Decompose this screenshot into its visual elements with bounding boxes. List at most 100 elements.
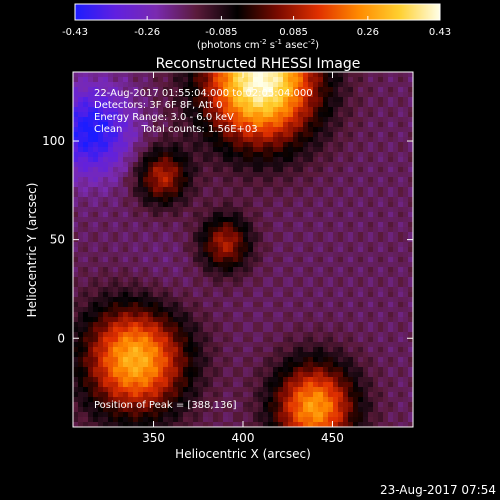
heatmap-cell <box>323 262 329 268</box>
heatmap-cell <box>248 132 254 138</box>
heatmap-cell <box>208 422 214 428</box>
heatmap-cell <box>308 137 314 143</box>
heatmap-cell <box>313 267 319 273</box>
heatmap-cell <box>278 307 284 313</box>
heatmap-cell <box>258 192 264 198</box>
heatmap-cell <box>118 377 124 383</box>
heatmap-cell <box>133 297 139 303</box>
heatmap-cell <box>253 87 259 93</box>
heatmap-cell <box>118 277 124 283</box>
heatmap-cell <box>158 77 164 83</box>
heatmap-cell <box>128 422 134 428</box>
heatmap-cell <box>113 347 119 353</box>
heatmap-cell <box>243 252 249 258</box>
heatmap-cell <box>153 412 159 418</box>
heatmap-cell <box>248 217 254 223</box>
heatmap-cell <box>178 142 184 148</box>
heatmap-cell <box>88 352 94 358</box>
heatmap-cell <box>73 417 79 423</box>
heatmap-cell <box>368 182 374 188</box>
heatmap-cell <box>378 367 384 373</box>
heatmap-cell <box>268 292 274 298</box>
heatmap-cell <box>308 257 314 263</box>
heatmap-cell <box>193 247 199 253</box>
heatmap-cell <box>238 152 244 158</box>
heatmap-cell <box>268 107 274 113</box>
heatmap-cell <box>318 282 324 288</box>
heatmap-cell <box>223 172 229 178</box>
heatmap-cell <box>273 172 279 178</box>
heatmap-cell <box>278 222 284 228</box>
heatmap-cell <box>328 102 334 108</box>
heatmap-cell <box>98 422 104 428</box>
heatmap-cell <box>103 232 109 238</box>
heatmap-cell <box>373 372 379 378</box>
heatmap-cell <box>243 377 249 383</box>
heatmap-cell <box>93 202 99 208</box>
heatmap-cell <box>378 207 384 213</box>
heatmap-cell <box>173 222 179 228</box>
heatmap-cell <box>393 322 399 328</box>
heatmap-cell <box>368 412 374 418</box>
heatmap-cell <box>88 297 94 303</box>
heatmap-cell <box>73 382 79 388</box>
heatmap-cell <box>83 307 89 313</box>
heatmap-cell <box>298 167 304 173</box>
heatmap-cell <box>228 267 234 273</box>
heatmap-cell <box>258 207 264 213</box>
heatmap-cell <box>188 112 194 118</box>
heatmap-cell <box>403 267 409 273</box>
heatmap-cell <box>218 347 224 353</box>
heatmap-cell <box>213 227 219 233</box>
heatmap-cell <box>153 197 159 203</box>
heatmap-cell <box>118 207 124 213</box>
heatmap-cell <box>173 317 179 323</box>
heatmap-cell <box>138 192 144 198</box>
heatmap-cell <box>238 172 244 178</box>
heatmap-cell <box>258 252 264 258</box>
heatmap-cell <box>243 317 249 323</box>
heatmap-cell <box>373 422 379 428</box>
heatmap-cell <box>93 207 99 213</box>
heatmap-cell <box>343 252 349 258</box>
heatmap-cell <box>263 322 269 328</box>
heatmap-cell <box>313 227 319 233</box>
heatmap-cell <box>163 272 169 278</box>
heatmap-cell <box>273 92 279 98</box>
heatmap-cell <box>173 182 179 188</box>
heatmap-cell <box>158 207 164 213</box>
heatmap-cell <box>248 327 254 333</box>
heatmap-cell <box>123 172 129 178</box>
heatmap-cell <box>268 142 274 148</box>
heatmap-cell <box>148 417 154 423</box>
heatmap-cell <box>93 342 99 348</box>
heatmap-cell <box>188 417 194 423</box>
heatmap-cell <box>88 147 94 153</box>
heatmap-cell <box>248 242 254 248</box>
heatmap-cell <box>158 112 164 118</box>
heatmap-cell <box>243 127 249 133</box>
heatmap-cell <box>103 302 109 308</box>
heatmap-cell <box>368 377 374 383</box>
heatmap-cell <box>258 392 264 398</box>
heatmap-cell <box>73 192 79 198</box>
heatmap-cell <box>373 317 379 323</box>
heatmap-cell <box>108 397 114 403</box>
heatmap-cell <box>228 82 234 88</box>
heatmap-cell <box>313 257 319 263</box>
heatmap-cell <box>343 177 349 183</box>
heatmap-cell <box>188 142 194 148</box>
heatmap-cell <box>348 412 354 418</box>
heatmap-cell <box>383 392 389 398</box>
heatmap-cell <box>338 142 344 148</box>
heatmap-cell <box>158 152 164 158</box>
heatmap-cell <box>88 277 94 283</box>
heatmap-cell <box>203 247 209 253</box>
heatmap-cell <box>358 157 364 163</box>
heatmap-cell <box>378 372 384 378</box>
heatmap-cell <box>358 257 364 263</box>
heatmap-cell <box>343 102 349 108</box>
heatmap-cell <box>313 392 319 398</box>
heatmap-cell <box>303 337 309 343</box>
heatmap-cell <box>258 107 264 113</box>
